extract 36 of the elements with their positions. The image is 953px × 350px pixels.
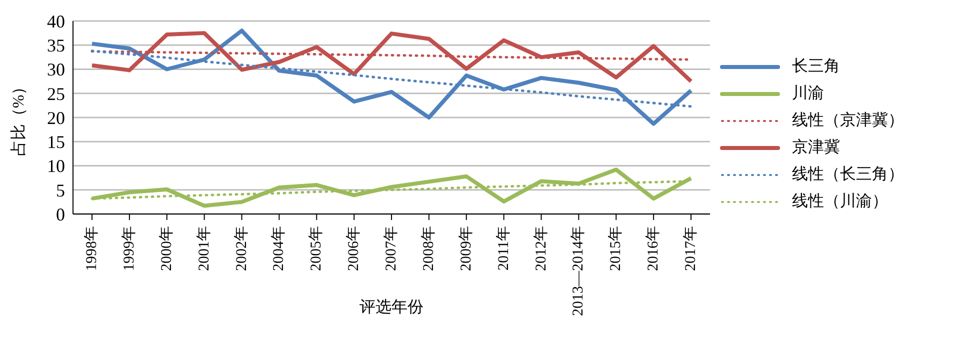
x-tick-label: 2007年 [382,226,400,271]
legend-label: 京津冀 [792,138,840,158]
legend-label: 线性（川渝） [792,192,888,212]
y-tick-label: 10 [47,156,65,176]
y-tick-label: 15 [47,132,65,152]
y-tick-label: 40 [47,11,65,32]
x-tick-label: 1998年 [83,226,100,271]
y-tick-label: 30 [47,60,65,80]
y-tick-label: 25 [47,84,65,104]
x-tick-label: 2017年 [682,226,699,271]
x-tick-label: 2006年 [345,226,362,271]
legend-label: 长三角 [792,56,840,77]
x-tick-label: 2009年 [457,226,474,271]
y-axis-title: 占比（%） [10,78,28,156]
x-tick-label: 2008年 [420,226,437,271]
x-tick-label: 2000年 [158,226,175,271]
x-tick-label: 2016年 [644,226,662,271]
x-axis-title: 评选年份 [360,298,424,316]
y-tick-label: 0 [56,204,65,224]
legend-label: 线性（长三角） [792,164,904,185]
x-tick-label: 2005年 [308,226,325,271]
line-series [90,31,693,84]
y-tick-label: 5 [56,180,65,200]
legend-label: 线性（京津冀） [792,110,904,131]
x-tick-label: 2015年 [607,226,624,271]
x-tick-label: 2001年 [195,226,212,271]
x-tick-label: 1999年 [120,226,138,271]
line-series [90,28,693,126]
x-tick-label: 2004年 [270,226,288,271]
x-tick-label: 2013—2014年 [570,226,587,316]
y-tick-label: 35 [47,36,65,56]
y-tick-label: 20 [47,108,65,128]
x-tick-label: 2011年 [494,226,512,270]
x-tick-label: 2002年 [232,226,250,271]
legend-label: 川渝 [792,84,824,104]
x-tick-label: 2012年 [532,226,550,271]
